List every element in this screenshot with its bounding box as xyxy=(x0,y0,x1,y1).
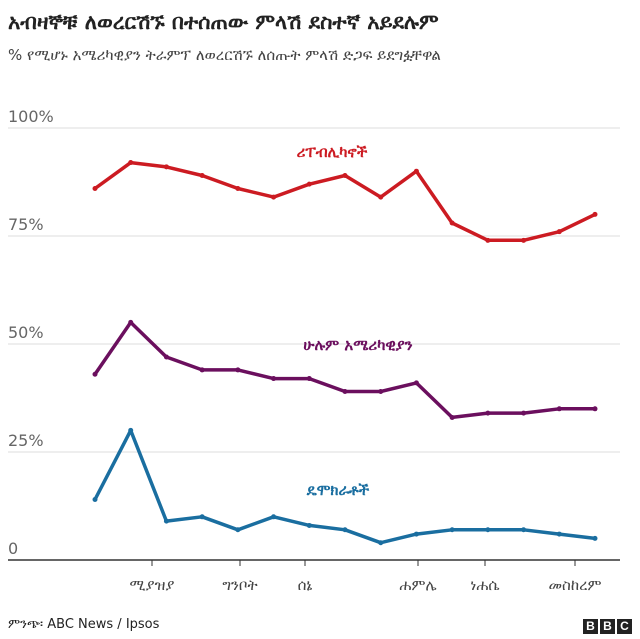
data-point xyxy=(413,168,419,174)
logo-letter: B xyxy=(583,619,598,634)
data-point xyxy=(592,535,598,541)
data-point xyxy=(521,410,527,416)
x-tick-label: ሚያዝያ xyxy=(130,576,175,594)
data-point xyxy=(449,414,455,420)
chart-subtitle: % የሚሆኑ አሜሪካዊያን ትራምፕ ለወረርሽኙ ለሰጡት ምላሽ ድጋፍ … xyxy=(8,46,441,64)
data-point xyxy=(199,367,205,373)
bbc-logo: B B C xyxy=(583,619,632,634)
data-point xyxy=(342,527,348,533)
x-tick-label: ግንቦት xyxy=(222,576,257,594)
y-tick-label: 100% xyxy=(8,107,54,126)
data-point xyxy=(378,194,384,200)
data-point xyxy=(235,367,241,373)
data-point xyxy=(306,522,312,528)
series-label: ዴሞክራቶች xyxy=(306,481,370,500)
data-point xyxy=(449,220,455,226)
data-point xyxy=(556,531,562,537)
data-point xyxy=(271,194,277,200)
y-tick-label: 50% xyxy=(8,323,44,342)
x-tick-label: ሰኔ xyxy=(298,576,313,594)
data-point xyxy=(521,237,527,243)
source-note: ምንጭ፡ ABC News / Ipsos xyxy=(8,617,160,632)
data-point xyxy=(199,514,205,520)
data-point xyxy=(163,354,169,360)
data-point xyxy=(556,406,562,412)
data-point xyxy=(271,514,277,520)
data-point xyxy=(592,406,598,412)
data-point xyxy=(128,427,134,433)
y-tick-label: 75% xyxy=(8,215,44,234)
data-point xyxy=(449,527,455,533)
data-point xyxy=(128,160,134,166)
data-point xyxy=(163,164,169,170)
data-point xyxy=(342,173,348,179)
data-point xyxy=(92,371,98,377)
data-point xyxy=(199,173,205,179)
x-tick-label: ነሐሴ xyxy=(470,576,499,594)
logo-letter: B xyxy=(600,619,615,634)
data-point xyxy=(378,389,384,395)
data-point xyxy=(413,380,419,386)
data-point xyxy=(163,518,169,524)
line-chart: 0 25% 50% 75% 100% ሚያዝያ ግንቦት ሰኔ ሐምሌ ነሐሴ መስከረም ሪፐብሊካ… xyxy=(8,107,620,594)
data-point xyxy=(128,319,134,325)
data-point xyxy=(306,181,312,187)
data-point xyxy=(235,185,241,191)
series-label: ሁሉም አሜሪካዊያን xyxy=(303,336,412,354)
data-point xyxy=(556,229,562,235)
x-tick-label: መስከረም xyxy=(548,576,601,594)
data-point xyxy=(235,527,241,533)
data-point xyxy=(271,376,277,382)
data-point xyxy=(306,376,312,382)
y-tick-label: 25% xyxy=(8,431,44,450)
data-point xyxy=(92,497,98,503)
data-point xyxy=(485,237,491,243)
data-point xyxy=(592,211,598,217)
data-point xyxy=(485,527,491,533)
data-point xyxy=(342,389,348,395)
series-label: ሪፐብሊካኖች xyxy=(297,143,368,162)
logo-letter: C xyxy=(617,619,632,634)
y-tick-label: 0 xyxy=(8,539,18,558)
data-point xyxy=(378,540,384,546)
data-point xyxy=(92,185,98,191)
data-point xyxy=(413,531,419,537)
data-point xyxy=(485,410,491,416)
x-tick-label: ሐምሌ xyxy=(399,576,436,594)
data-point xyxy=(521,527,527,533)
chart-title: አብዛኞቹ ለወረርሽኙ በተሰጠው ምላሽ ደስተኛ አይደሉም xyxy=(8,10,439,34)
